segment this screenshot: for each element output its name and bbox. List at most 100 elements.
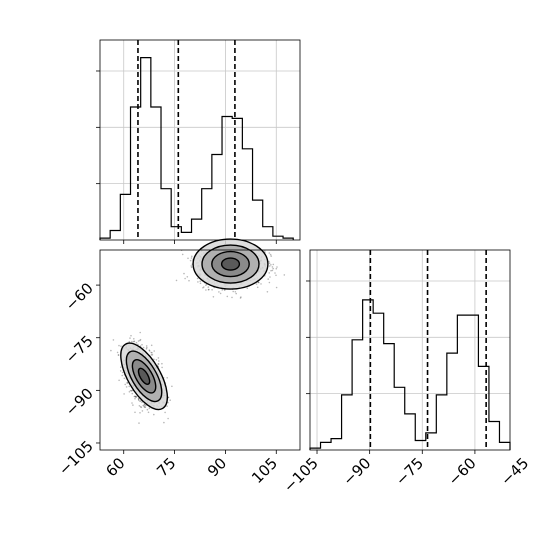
scatter-point-c1-236 — [175, 279, 178, 282]
scatter-point-c0-1259 — [139, 338, 142, 341]
scatter-point-c1-258 — [223, 289, 226, 292]
histogram-param-1-panel — [96, 39, 301, 244]
scatter-point-c1-747 — [275, 267, 278, 270]
scatter-point-c0-243 — [137, 398, 140, 401]
scatter-point-c0-1129 — [141, 343, 143, 346]
scatter-point-c0-536 — [135, 341, 138, 344]
scatter-point-c0-1322 — [169, 399, 171, 402]
contour-c1-level-3 — [220, 257, 241, 271]
scatter-point-c1-787 — [270, 255, 273, 257]
scatter-point-c1-288 — [221, 289, 223, 291]
scatter-point-c0-1227 — [143, 405, 145, 407]
scatter-point-c0-1077 — [110, 349, 112, 352]
scatter-point-c1-1044 — [205, 284, 207, 287]
scatter-point-c1-785 — [226, 295, 229, 298]
scatter-point-c0-683 — [117, 354, 120, 356]
scatter-point-c0-853 — [150, 354, 153, 356]
scatter-point-c1-557 — [272, 263, 275, 266]
scatter-point-c0-948 — [137, 397, 140, 400]
scatter-point-c0-444 — [123, 393, 125, 395]
scatter-point-c1-239 — [196, 277, 199, 280]
scatter-point-c0-72 — [137, 340, 140, 342]
scatter-point-c1-156 — [190, 266, 193, 269]
scatter-point-c1-386 — [275, 286, 278, 289]
scatter-point-c0-930 — [138, 399, 140, 402]
scatter-point-c0-1260 — [133, 338, 135, 340]
scatter-point-c0-791 — [128, 340, 131, 343]
scatter-point-c1-798 — [283, 274, 286, 276]
scatter-point-c0-196 — [167, 417, 169, 420]
scatter-point-c1-643 — [197, 281, 199, 283]
scatter-point-c0-714 — [126, 381, 129, 384]
scatter-point-c0-971 — [137, 343, 139, 346]
scatter-point-c0-922 — [158, 360, 160, 362]
scatter-point-c1-1274 — [211, 289, 213, 291]
scatter-point-c0-189 — [134, 397, 136, 400]
scatter-point-c1-1181 — [255, 283, 258, 285]
scatter-point-c0-923 — [147, 411, 150, 414]
scatter-point-c1-79 — [188, 279, 190, 282]
scatter-point-c0-1371 — [121, 371, 124, 374]
scatter-point-c0-314 — [163, 421, 165, 424]
scatter-point-c0-502 — [131, 392, 134, 395]
top-hist-frame — [99, 39, 301, 241]
scatter-point-c0-223 — [167, 396, 170, 399]
scatter-point-c1-545 — [205, 289, 207, 291]
scatter-point-c1-554 — [199, 282, 202, 285]
contour-c0-level-3 — [137, 367, 151, 385]
scatter-point-c0-184 — [134, 395, 136, 398]
scatter-point-c0-319 — [131, 389, 133, 392]
scatter-point-c0-989 — [144, 406, 147, 409]
scatter-point-c1-794 — [257, 281, 260, 284]
scatter-point-c0-518 — [143, 406, 146, 408]
scatter-point-c1-1281 — [239, 297, 242, 299]
scatter-point-c0-708 — [121, 374, 123, 377]
scatter-point-c1-356 — [234, 291, 237, 293]
scatter-point-c0-1069 — [118, 379, 120, 382]
scatter-point-c0-329 — [125, 386, 128, 388]
scatter-point-c1-359 — [202, 287, 204, 289]
scatter-point-c1-952 — [268, 281, 271, 284]
scatter-point-c0-262 — [134, 411, 136, 414]
scatter-point-c0-367 — [139, 331, 141, 334]
scatter-point-c0-18 — [140, 406, 143, 409]
scatter-point-c0-1130 — [132, 404, 134, 406]
scatter-point-c0-1333 — [145, 345, 148, 347]
scatter-point-c0-1144 — [133, 395, 136, 398]
scatter-point-c1-461 — [268, 252, 271, 254]
scatter-point-c1-1224 — [190, 257, 193, 259]
scatter-point-c0-978 — [166, 377, 168, 379]
scatter-point-c0-704 — [128, 385, 130, 388]
scatter-point-c0-1384 — [139, 339, 141, 342]
scatter-point-c1-287 — [187, 257, 189, 260]
scatter-point-c1-47 — [264, 250, 266, 252]
scatter-point-c0-261 — [151, 352, 153, 354]
right-hist-frame — [309, 249, 511, 451]
scatter-point-c1-649 — [189, 259, 192, 262]
scatter-point-c1-1384 — [235, 292, 237, 295]
scatter-point-c0-754 — [148, 350, 151, 352]
scatter-point-c0-1293 — [150, 344, 153, 347]
scatter-point-c1-103 — [276, 266, 278, 268]
scatter-point-c0-561 — [148, 407, 151, 410]
scatter-point-c0-522 — [138, 422, 140, 424]
scatter-point-c1-1380 — [207, 288, 210, 291]
scatter-point-c0-1223 — [153, 350, 155, 352]
scatter-point-c0-308 — [145, 348, 148, 350]
scatter-point-c1-37 — [260, 283, 262, 285]
scatter-point-c0-106 — [126, 382, 129, 384]
right-hist-step — [309, 299, 511, 450]
scatter-point-c0-1025 — [138, 405, 141, 407]
scatter-point-c0-490 — [148, 349, 151, 352]
scatter-point-c0-1096 — [124, 383, 126, 386]
scatter-point-c0-1010 — [129, 337, 131, 339]
scatter-point-c0-1002 — [139, 412, 141, 414]
scatter-point-c1-216 — [190, 265, 192, 267]
scatter-point-c0-1061 — [131, 340, 133, 343]
scatter-point-c0-1373 — [130, 334, 132, 337]
scatter-point-c0-1195 — [133, 340, 136, 343]
scatter-point-c0-175 — [112, 339, 115, 341]
scatter-point-c1-676 — [270, 269, 272, 272]
scatter-point-c0-1275 — [120, 366, 122, 369]
